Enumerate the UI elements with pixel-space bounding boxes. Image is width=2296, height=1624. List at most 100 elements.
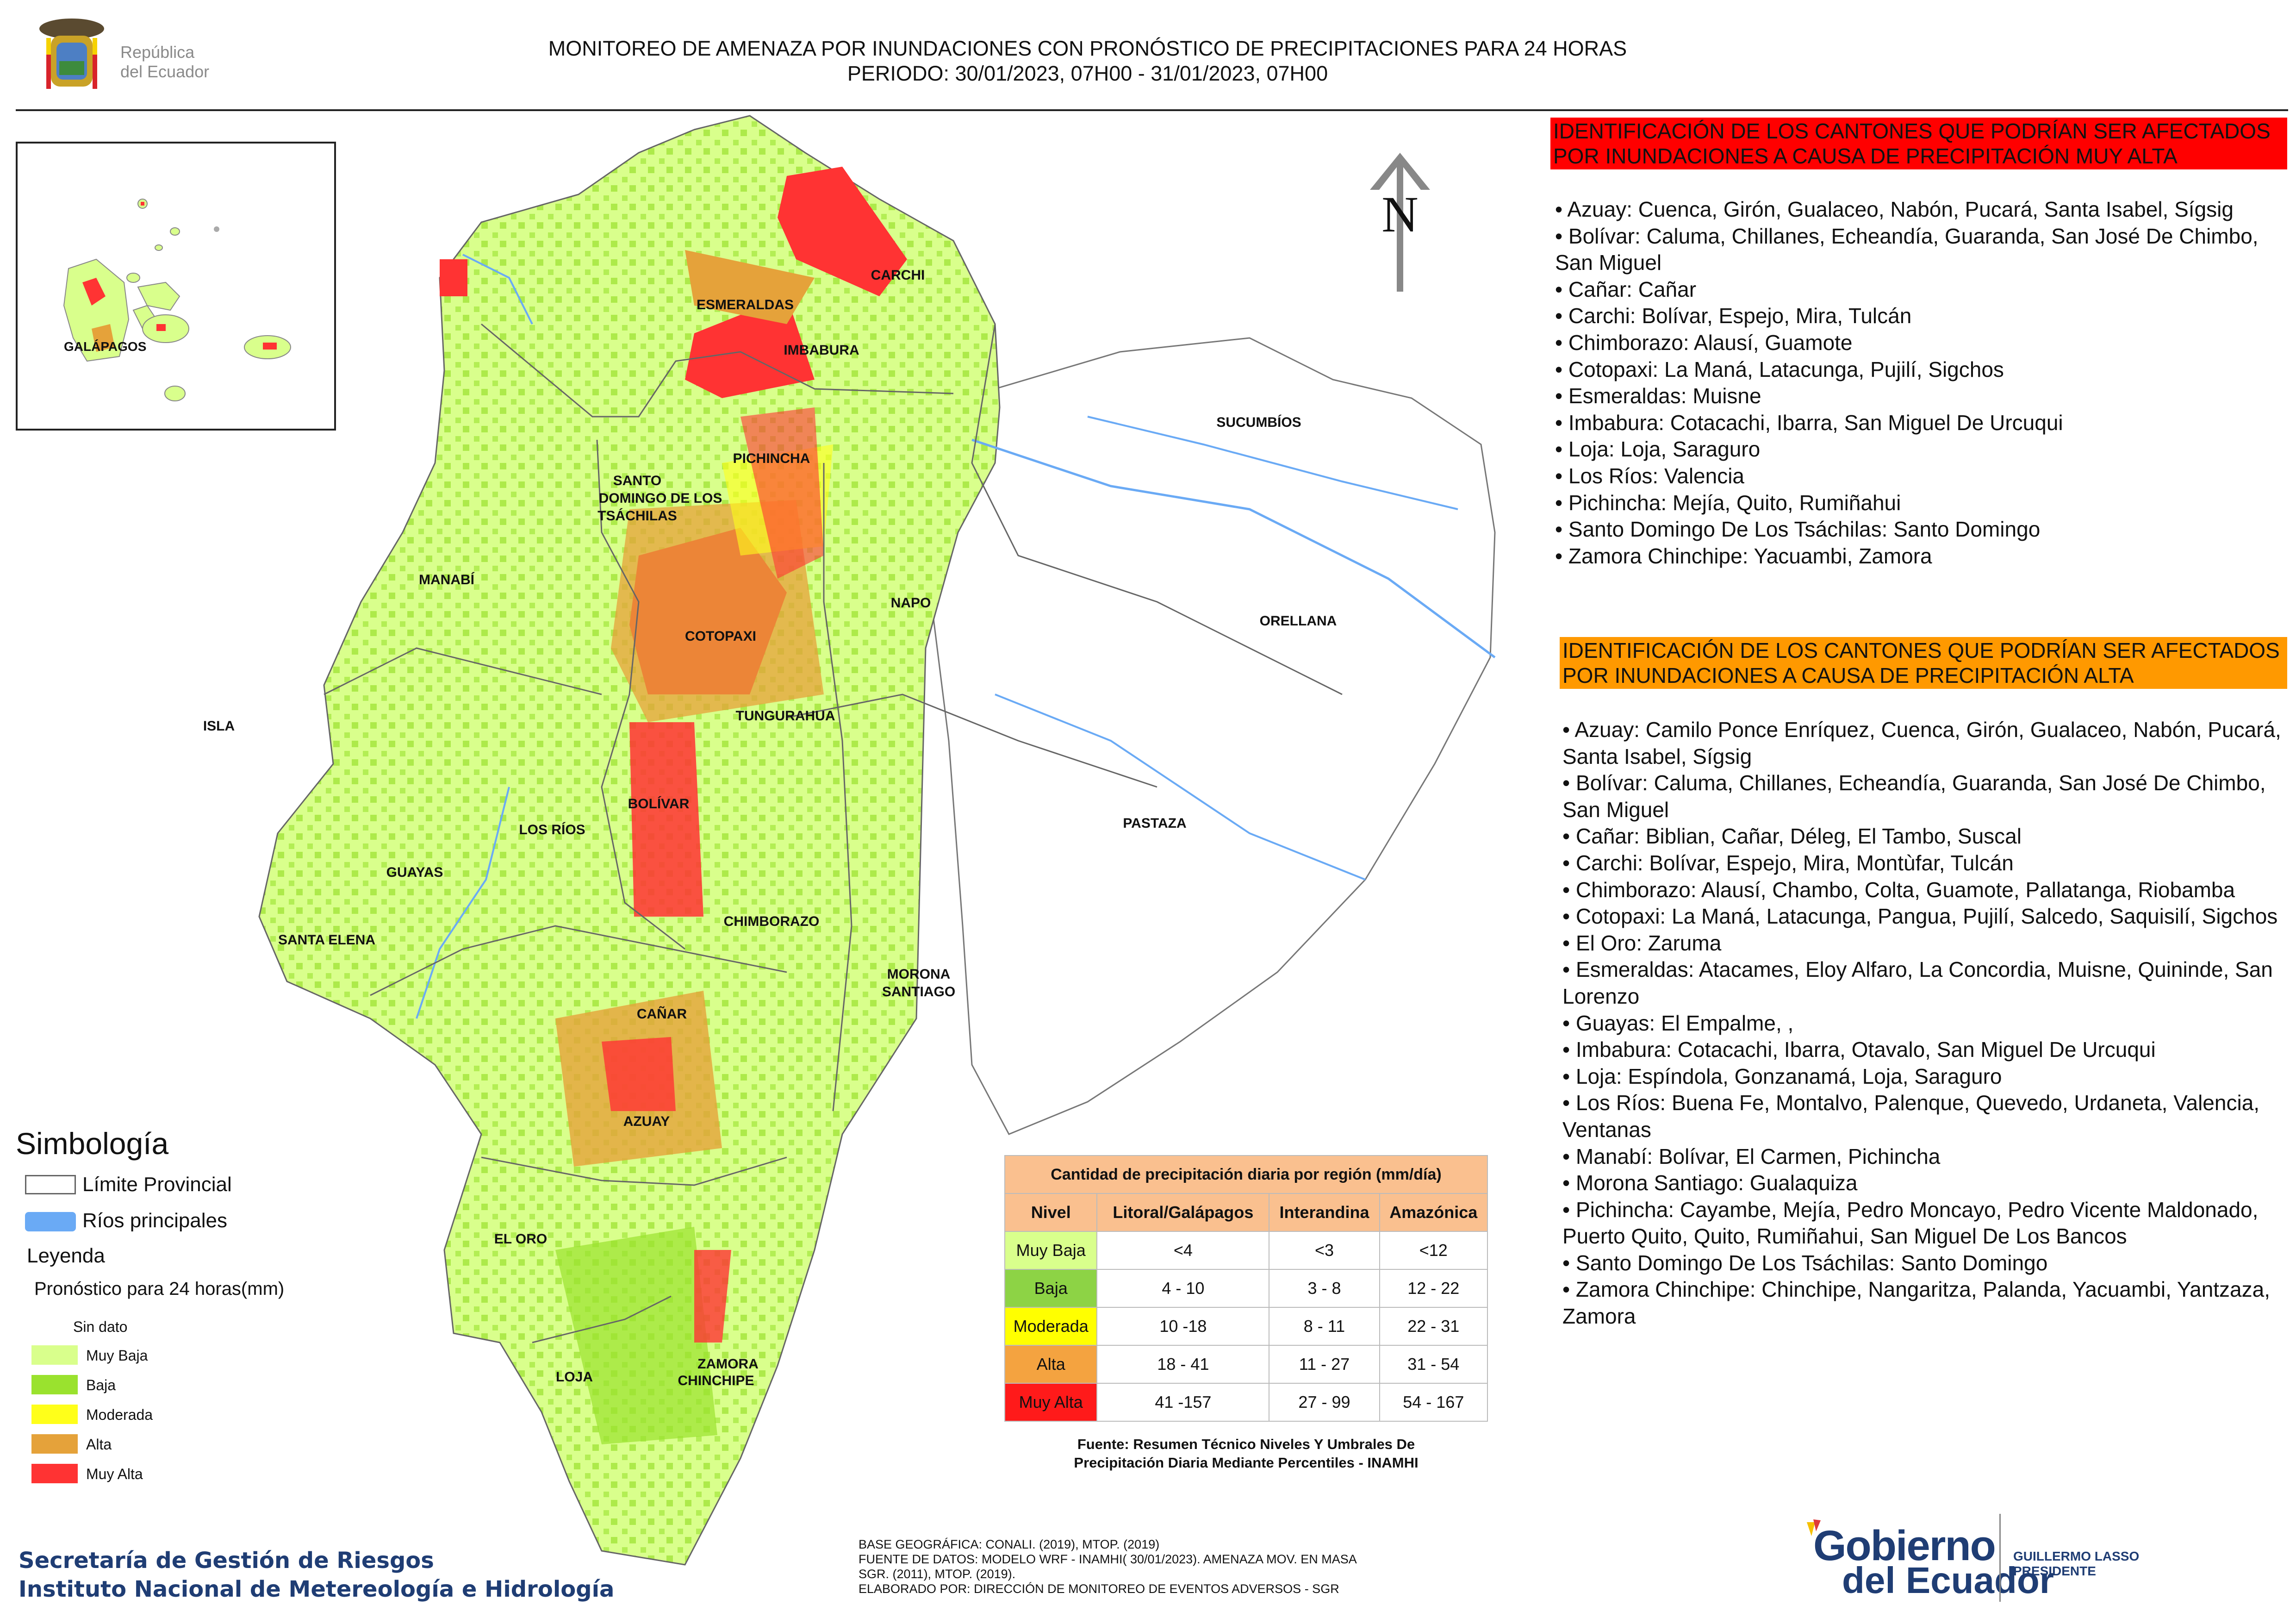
label-los-rios: LOS RÍOS bbox=[519, 822, 585, 837]
list-item: • Chimborazo: Alausí, Chambo, Colta, Gua… bbox=[1562, 877, 2235, 902]
label-guayas: GUAYAS bbox=[386, 865, 443, 880]
footer-institutions: Secretaría de Gestión de Riesgos Institu… bbox=[19, 1546, 614, 1604]
title-line1: MONITOREO DE AMENAZA POR INUNDACIONES CO… bbox=[548, 37, 1627, 60]
table-row: Alta 18 - 41 11 - 27 31 - 54 bbox=[1004, 1345, 1488, 1384]
legend-subtitle: Leyenda bbox=[27, 1244, 105, 1267]
list-item: • Zamora Chinchipe: Chinchipe, Nangaritz… bbox=[1562, 1277, 2271, 1329]
legend-swatch-muy-alta bbox=[31, 1464, 78, 1483]
table-cell: 41 -157 bbox=[1096, 1383, 1270, 1422]
footer-sources: BASE GEOGRÁFICA: CONALI. (2019), MTOP. (… bbox=[859, 1537, 1357, 1596]
north-arrow: N bbox=[1370, 153, 1430, 292]
river bbox=[462, 254, 533, 325]
north-arrow-icon: N bbox=[1370, 153, 1430, 292]
label-bolivar: BOLÍVAR bbox=[628, 796, 690, 812]
label-zamora-1: ZAMORA bbox=[697, 1356, 759, 1372]
legend-label-alta: Alta bbox=[86, 1436, 112, 1453]
list-item: • Los Ríos: Valencia bbox=[1555, 463, 1745, 488]
label-pichincha: PICHINCHA bbox=[733, 451, 810, 466]
legend-swatch-sin-dato bbox=[31, 1317, 78, 1336]
table-cell-nivel: Moderada bbox=[1004, 1307, 1098, 1346]
ecuador-map: CARCHI ESMERALDAS IMBABURA SUCUMBÍOS PIC… bbox=[203, 115, 1496, 1566]
label-pastaza: PASTAZA bbox=[1123, 816, 1186, 831]
table-cell-nivel: Alta bbox=[1004, 1345, 1098, 1384]
table-header: Amazónica bbox=[1379, 1193, 1488, 1232]
very-high-canton-list: • Azuay: Cuenca, Girón, Gualaceo, Nabón,… bbox=[1555, 196, 2286, 569]
list-item: • Bolívar: Caluma, Chillanes, Echeandía,… bbox=[1555, 224, 2259, 275]
president-line2: PRESIDENTE bbox=[2013, 1564, 2096, 1578]
label-sucumbios: SUCUMBÍOS bbox=[1216, 414, 1301, 430]
label-manabi: MANABÍ bbox=[419, 572, 475, 587]
label-esmeraldas: ESMERALDAS bbox=[697, 297, 794, 312]
label-canar: CAÑAR bbox=[637, 1006, 687, 1022]
list-item: • Manabí: Bolívar, El Carmen, Pichincha bbox=[1562, 1144, 1941, 1168]
label-santo-domingo-2: DOMINGO DE LOS bbox=[599, 491, 722, 506]
list-item: • Morona Santiago: Gualaquiza bbox=[1562, 1171, 1858, 1195]
table-cell: <12 bbox=[1379, 1231, 1488, 1270]
table-cell-nivel: Muy Baja bbox=[1004, 1231, 1098, 1270]
label-cotopaxi: COTOPAXI bbox=[685, 629, 756, 644]
footer-source-line: FUENTE DE DATOS: MODELO WRF - INAMHI( 30… bbox=[859, 1552, 1357, 1566]
table-cell: 12 - 22 bbox=[1379, 1269, 1488, 1308]
river bbox=[971, 438, 1496, 659]
very-high-heading: IDENTIFICACIÓN DE LOS CANTONES QUE PODRÍ… bbox=[1550, 118, 2287, 169]
river bbox=[1087, 416, 1458, 510]
gobierno-line1: Gobierno bbox=[1813, 1522, 1996, 1569]
footer-sgr: Secretaría de Gestión de Riesgos bbox=[19, 1548, 434, 1574]
table-cell-nivel: Muy Alta bbox=[1004, 1383, 1098, 1422]
table-row: Muy Alta 41 -157 27 - 99 54 - 167 bbox=[1004, 1383, 1488, 1422]
table-cell: 22 - 31 bbox=[1379, 1307, 1488, 1346]
precipitation-table: Cantidad de precipitación diaria por reg… bbox=[1004, 1155, 1488, 1422]
list-item: • Azuay: Camilo Ponce Enríquez, Cuenca, … bbox=[1562, 718, 2281, 768]
galapagos-inset: GALÁPAGOS bbox=[16, 142, 336, 431]
list-item: • El Oro: Zaruma bbox=[1562, 931, 1722, 955]
list-item: • Santo Domingo De Los Tsáchilas: Santo … bbox=[1562, 1250, 2048, 1275]
footer-source-line: ELABORADO POR: DIRECCIÓN DE MONITOREO DE… bbox=[859, 1582, 1339, 1596]
legend: Simbología Límite Provincial Ríos princi… bbox=[16, 1125, 340, 1495]
footer-source-line: BASE GEOGRÁFICA: CONALI. (2019), MTOP. (… bbox=[859, 1537, 1160, 1551]
footer-source-line: SGR. (2011), MTOP. (2019). bbox=[859, 1567, 1016, 1581]
rivers-label: Ríos principales bbox=[82, 1209, 228, 1232]
legend-label-muy-alta: Muy Alta bbox=[86, 1466, 143, 1482]
legend-label-sin-dato: Sin dato bbox=[73, 1318, 128, 1335]
republica-line1: República bbox=[120, 43, 195, 62]
table-header: Litoral/Galápagos bbox=[1096, 1193, 1270, 1232]
table-cell: <4 bbox=[1096, 1231, 1270, 1270]
list-item: • Esmeraldas: Muisne bbox=[1555, 384, 1761, 408]
list-item: • Imbabura: Cotacachi, Ibarra, Otavalo, … bbox=[1562, 1037, 2156, 1062]
high-canton-list: • Azuay: Camilo Ponce Enríquez, Cuenca, … bbox=[1562, 717, 2294, 1330]
north-label: N bbox=[1381, 186, 1418, 243]
table-source-line2: Precipitación Diaria Mediante Percentile… bbox=[1074, 1455, 1419, 1471]
list-item: • Loja: Loja, Saraguro bbox=[1555, 437, 1761, 462]
list-item: • Guayas: El Empalme, , bbox=[1562, 1011, 1794, 1035]
gobierno-emblem-icon bbox=[1807, 1519, 1821, 1536]
table-cell: 27 - 99 bbox=[1269, 1383, 1380, 1422]
president-name: GUILLERMO LASSO PRESIDENTE bbox=[2013, 1549, 2139, 1579]
river bbox=[416, 787, 510, 1019]
high-heading: IDENTIFICACIÓN DE LOS CANTONES QUE PODRÍ… bbox=[1560, 637, 2287, 689]
gobierno-line2: del Ecuador bbox=[1842, 1560, 2054, 1601]
label-chimborazo: CHIMBORAZO bbox=[724, 914, 820, 929]
list-item: • Bolívar: Caluma, Chillanes, Echeandía,… bbox=[1562, 771, 2266, 822]
table-cell: 4 - 10 bbox=[1096, 1269, 1270, 1308]
rivers-swatch bbox=[25, 1212, 76, 1231]
list-item: • Zamora Chinchipe: Yacuambi, Zamora bbox=[1555, 543, 1932, 568]
legend-swatch-baja bbox=[31, 1375, 78, 1394]
list-item: • Cotopaxi: La Maná, Latacunga, Pangua, … bbox=[1562, 904, 2278, 929]
list-item: • Los Ríos: Buena Fe, Montalvo, Palenque… bbox=[1562, 1091, 2260, 1142]
table-cell: 3 - 8 bbox=[1269, 1269, 1380, 1308]
label-santo-domingo-1: SANTO bbox=[613, 473, 661, 488]
header-divider bbox=[16, 109, 2288, 111]
legend-swatch-moderada bbox=[31, 1405, 78, 1424]
legend-swatch-muy-baja bbox=[31, 1345, 78, 1365]
table-cell: 31 - 54 bbox=[1379, 1345, 1488, 1384]
label-morona-1: MORONA bbox=[887, 967, 951, 982]
table-cell: 54 - 167 bbox=[1379, 1383, 1488, 1422]
boundary-label: Límite Provincial bbox=[82, 1173, 232, 1196]
label-isla: ISLA bbox=[203, 718, 235, 734]
galapagos-map: GALÁPAGOS bbox=[63, 199, 291, 401]
list-item: • Cañar: Cañar bbox=[1555, 277, 1697, 301]
legend-swatch-alta bbox=[31, 1434, 78, 1454]
table-cell: 11 - 27 bbox=[1269, 1345, 1380, 1384]
map-title: MONITOREO DE AMENAZA POR INUNDACIONES CO… bbox=[463, 36, 1712, 86]
label-santo-domingo-3: TSÁCHILAS bbox=[597, 508, 677, 524]
